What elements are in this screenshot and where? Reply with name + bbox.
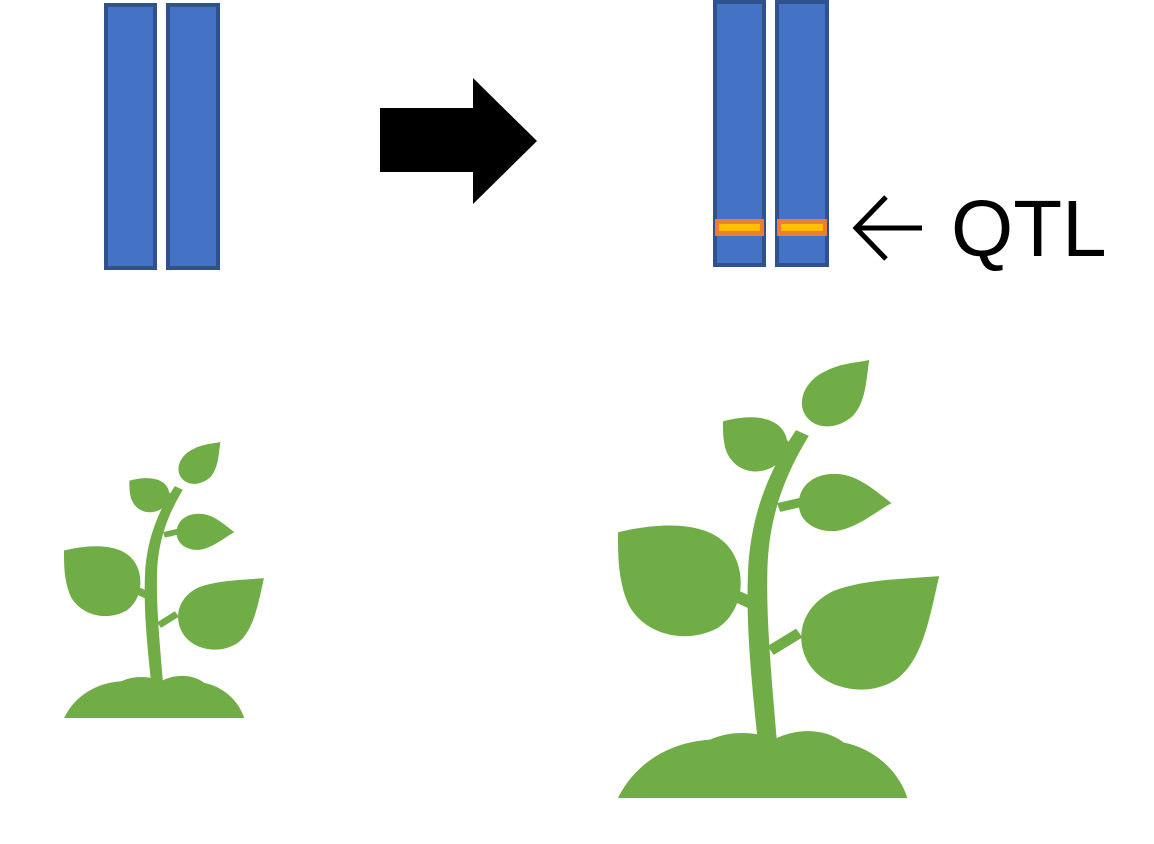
seedling-icon: [618, 360, 940, 798]
chromosome-pair-after: [713, 0, 829, 267]
seedling-icon: [64, 442, 264, 718]
right-arrow-icon: [380, 78, 537, 204]
chromosome-left-1: [104, 3, 157, 270]
qtl-band-1: [715, 219, 764, 236]
left-arrow-icon: [852, 195, 922, 261]
qtl-label: QTL: [951, 184, 1107, 273]
chromosome-left-2: [166, 3, 220, 270]
chromosome-pair-before: [104, 3, 220, 270]
qtl-band-2: [777, 219, 827, 236]
